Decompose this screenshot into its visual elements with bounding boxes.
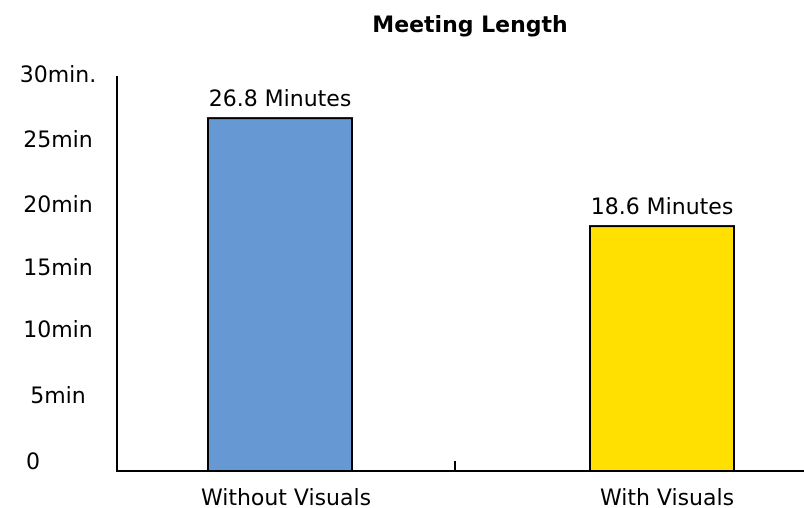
bar	[589, 225, 735, 472]
y-tick-label: 0	[26, 450, 40, 475]
bars	[207, 117, 735, 472]
chart-title: Meeting Length	[372, 13, 567, 38]
y-tick-label: 10min	[23, 318, 92, 343]
y-axis-ticks: 0 5min 10min 15min 20min 25min 30min.	[20, 63, 96, 475]
y-tick-label: 15min	[23, 256, 92, 281]
y-tick-label: 5min	[30, 384, 85, 409]
bar-data-label: 18.6 Minutes	[591, 195, 734, 220]
y-tick-label: 30min.	[20, 63, 96, 88]
bar	[207, 117, 353, 472]
x-category-label: Without Visuals	[201, 486, 371, 508]
y-tick-label: 20min	[23, 193, 92, 218]
x-axis-categories: Without Visuals With Visuals	[201, 486, 734, 508]
bar-data-label: 26.8 Minutes	[209, 87, 352, 112]
y-tick-label: 25min	[23, 128, 92, 153]
x-category-label: With Visuals	[600, 486, 734, 508]
data-labels: 26.8 Minutes 18.6 Minutes	[209, 87, 734, 220]
